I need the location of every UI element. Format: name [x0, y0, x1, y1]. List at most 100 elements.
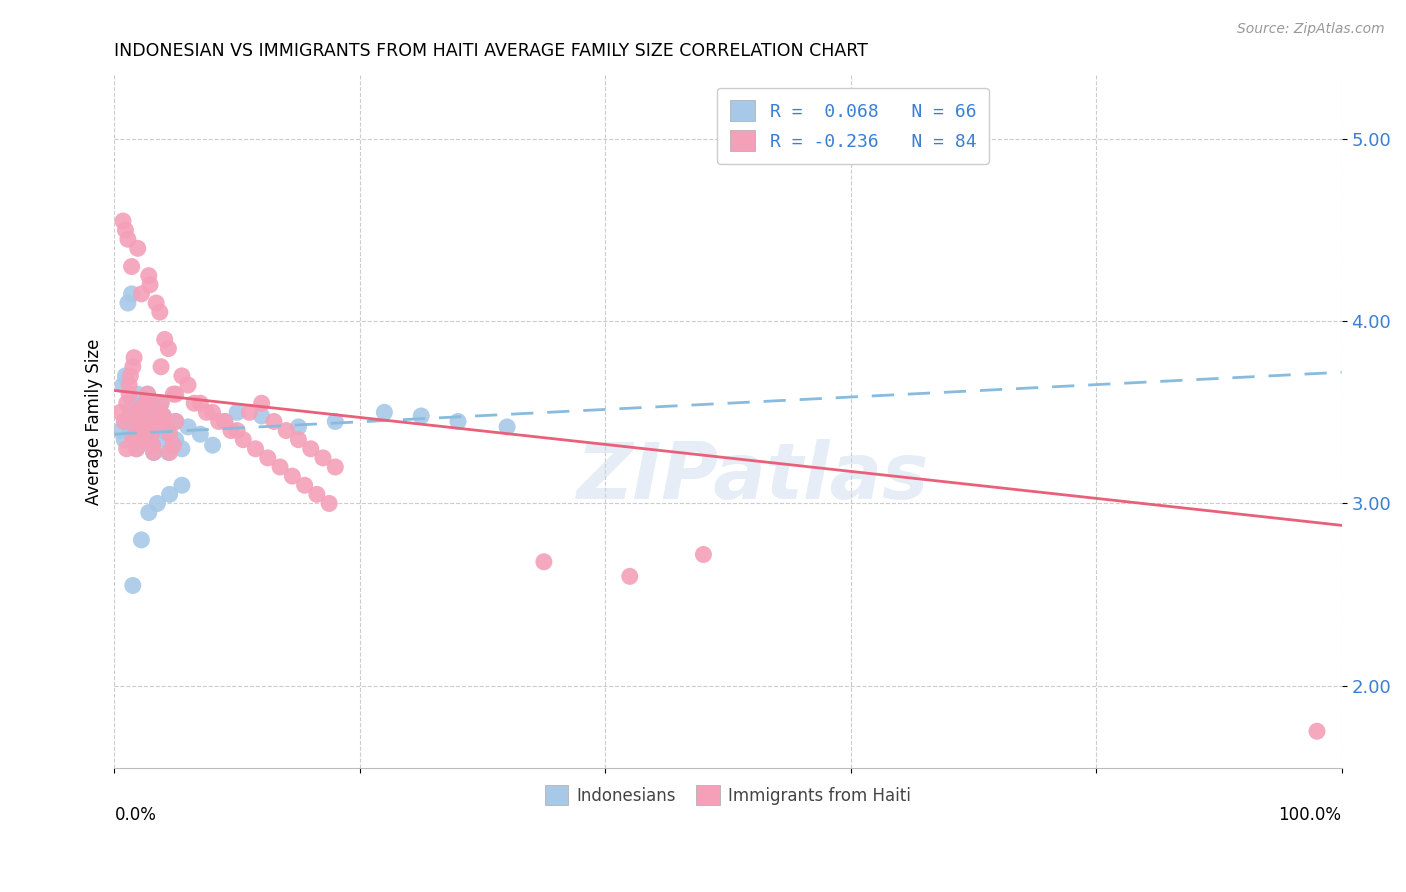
Point [177, 378, 200, 392]
Point [136, 387, 159, 401]
Point [115, 414, 138, 428]
Point [323, 414, 346, 428]
Point [122, 409, 145, 423]
Point [139, 277, 162, 292]
Point [159, 427, 181, 442]
Point [232, 433, 254, 447]
Point [129, 401, 152, 416]
Point [411, 409, 433, 423]
Point [619, 569, 641, 583]
Point [245, 442, 267, 456]
Point [131, 286, 153, 301]
Point [128, 414, 150, 428]
Point [121, 433, 143, 447]
Point [141, 427, 163, 442]
Point [250, 396, 273, 410]
Point [114, 223, 136, 237]
Point [127, 241, 149, 255]
Point [115, 442, 138, 456]
Point [141, 427, 163, 442]
Point [112, 433, 135, 447]
Y-axis label: Average Family Size: Average Family Size [86, 338, 103, 505]
Point [219, 424, 242, 438]
Point [159, 427, 181, 442]
Point [170, 478, 193, 492]
Point [127, 387, 149, 401]
Point [132, 420, 155, 434]
Point [146, 414, 169, 428]
Point [128, 414, 150, 428]
Point [120, 368, 142, 383]
Point [281, 469, 304, 483]
Point [121, 286, 143, 301]
Point [114, 368, 136, 383]
Point [263, 414, 285, 428]
Point [118, 387, 141, 401]
Point [201, 438, 224, 452]
Point [162, 438, 184, 452]
Point [117, 296, 139, 310]
Point [305, 487, 328, 501]
Point [141, 438, 163, 452]
Point [188, 396, 211, 410]
Point [115, 396, 138, 410]
Point [201, 405, 224, 419]
Point [128, 427, 150, 442]
Point [214, 414, 236, 428]
Point [118, 420, 141, 434]
Point [125, 442, 148, 456]
Point [139, 396, 162, 410]
Point [124, 427, 146, 442]
Point [146, 414, 169, 428]
Point [141, 420, 163, 434]
Point [214, 414, 236, 428]
Point [250, 409, 273, 423]
Point [170, 368, 193, 383]
Point [146, 414, 169, 428]
Text: ZIPatlas: ZIPatlas [576, 439, 928, 515]
Point [157, 342, 180, 356]
Point [121, 396, 143, 410]
Point [238, 405, 260, 419]
Point [153, 333, 176, 347]
Point [131, 424, 153, 438]
Point [157, 445, 180, 459]
Point [177, 420, 200, 434]
Point [111, 214, 134, 228]
Point [134, 409, 156, 423]
Point [136, 387, 159, 401]
Point [122, 409, 145, 423]
Point [208, 414, 231, 428]
Point [142, 445, 165, 459]
Point [162, 387, 184, 401]
Point [134, 396, 156, 410]
Point [148, 405, 170, 419]
Point [124, 427, 146, 442]
Point [149, 420, 172, 434]
Point [111, 378, 134, 392]
Point [287, 420, 309, 434]
Point [131, 433, 153, 447]
Text: Source: ZipAtlas.com: Source: ZipAtlas.com [1237, 22, 1385, 37]
Point [1306, 724, 1329, 739]
Point [129, 401, 152, 416]
Point [159, 445, 181, 459]
Point [134, 409, 156, 423]
Point [141, 438, 163, 452]
Point [312, 450, 335, 465]
Point [128, 438, 150, 452]
Point [148, 405, 170, 419]
Point [125, 442, 148, 456]
Point [226, 424, 249, 438]
Point [131, 533, 153, 547]
Point [118, 378, 141, 392]
Text: 0.0%: 0.0% [114, 805, 156, 824]
Point [165, 433, 187, 447]
Point [165, 414, 187, 428]
Point [165, 414, 187, 428]
Point [145, 409, 167, 423]
Point [121, 359, 143, 374]
Point [146, 496, 169, 510]
Point [692, 548, 714, 562]
Point [131, 433, 153, 447]
